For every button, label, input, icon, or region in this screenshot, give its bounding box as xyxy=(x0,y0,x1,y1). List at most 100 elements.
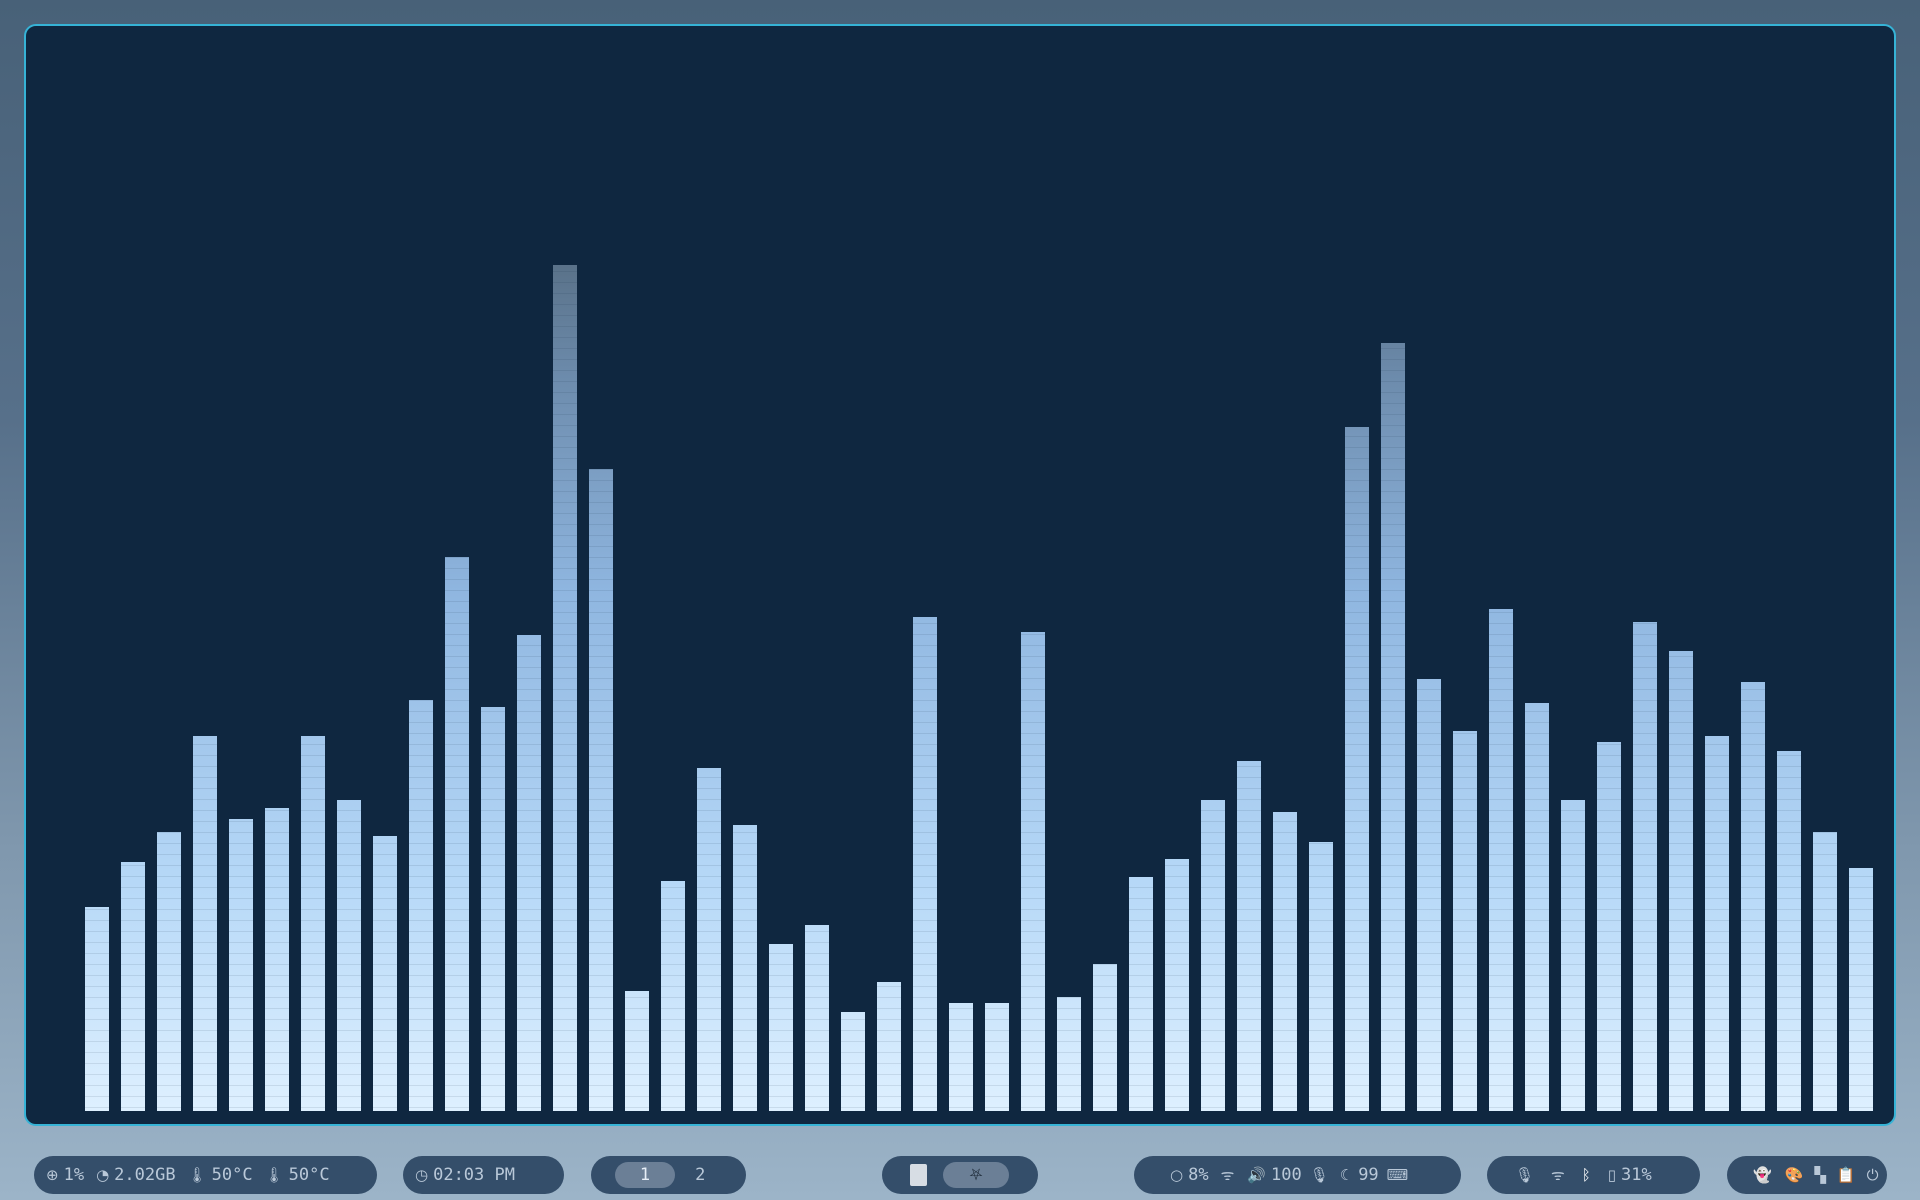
tray-bluetooth[interactable]: ᛒ xyxy=(1582,1166,1596,1184)
brightness-status: ○ 8% xyxy=(1170,1165,1209,1185)
taskbar-module: ⛧ xyxy=(882,1156,1038,1194)
tray-wifi[interactable]: ᯤ xyxy=(1551,1165,1570,1185)
checkerboard-icon: ▚ xyxy=(1814,1166,1826,1184)
visualizer-bar xyxy=(769,944,793,1111)
workspace-1-button[interactable]: 1 xyxy=(615,1162,676,1188)
cpu-icon: ⊕ xyxy=(46,1166,59,1184)
brightness-icon: ○ xyxy=(1170,1166,1184,1184)
visualizer-bar xyxy=(1381,343,1405,1111)
clipboard-button[interactable]: 📋 xyxy=(1837,1166,1861,1184)
temperature-2: 🌡 50°C xyxy=(264,1165,330,1185)
visualizer-bar xyxy=(1777,751,1801,1111)
thermometer-icon: 🌡 xyxy=(264,1166,284,1184)
visualizer-bar xyxy=(373,836,397,1111)
night-light-status: ☾ 99 xyxy=(1339,1165,1379,1185)
microphone-icon: 🎙 xyxy=(1515,1166,1535,1184)
visualizer-bar xyxy=(733,825,757,1111)
workspace-switcher: 1 2 xyxy=(591,1156,746,1194)
system-tray: 🎙 ᯤ ᛒ ▯ 31% xyxy=(1487,1156,1700,1194)
visualizer-bar xyxy=(1273,812,1297,1111)
moon-icon: ☾ xyxy=(1339,1166,1354,1184)
visualizer-bar xyxy=(1741,682,1765,1111)
wifi-icon: ᯤ xyxy=(1551,1166,1565,1184)
memory-gauge-icon: ◔ xyxy=(96,1166,110,1184)
visualizer-bar xyxy=(409,700,433,1111)
checkerboard-button[interactable]: ▚ xyxy=(1814,1166,1831,1184)
clock-time: 02:03 PM xyxy=(433,1165,515,1185)
visualizer-bar xyxy=(445,557,469,1111)
volume-status: 🔊 100 xyxy=(1247,1165,1302,1185)
visualizer-bar xyxy=(229,819,253,1111)
visualizer-bar xyxy=(553,265,577,1111)
visualizer-bar xyxy=(337,800,361,1111)
visualizer-bar xyxy=(1165,859,1189,1111)
visualizer-bar xyxy=(841,1012,865,1111)
visualizer-bar xyxy=(1849,868,1873,1111)
volume-icon: 🔊 xyxy=(1247,1166,1266,1184)
palette-button[interactable]: 🎨 xyxy=(1785,1166,1809,1184)
app-logo-icon[interactable]: ⛧ xyxy=(943,1162,1009,1188)
tray-mic[interactable]: 🎙 xyxy=(1515,1166,1539,1184)
visualizer-bar xyxy=(625,991,649,1111)
temperature-1: 🌡 50°C xyxy=(187,1165,253,1185)
visualizer-bar xyxy=(589,469,613,1111)
visualizer-bar xyxy=(157,832,181,1111)
status-bar: ⊕ 1% ◔ 2.02GB 🌡 50°C 🌡 50°C ◷ 02:03 PM 1 2 ⛧ … xyxy=(0,1156,1920,1194)
thermometer-icon: 🌡 xyxy=(187,1166,207,1184)
visualizer-bar xyxy=(1057,997,1081,1111)
wifi-status: ᯤ xyxy=(1221,1165,1240,1185)
visualizer-bar xyxy=(1705,736,1729,1111)
tray-battery[interactable]: ▯ 31% xyxy=(1607,1165,1652,1185)
visualizer-bar xyxy=(1417,679,1441,1111)
quick-status-module[interactable]: ○ 8% ᯤ 🔊 100 🎙 ☾ 99 ⌨ xyxy=(1134,1156,1461,1194)
document-icon[interactable] xyxy=(910,1164,927,1186)
clock-module[interactable]: ◷ 02:03 PM xyxy=(403,1156,564,1194)
visualizer-bar xyxy=(517,635,541,1111)
clock-icon: ◷ xyxy=(415,1166,429,1184)
cpu-usage: ⊕ 1% xyxy=(46,1165,85,1185)
visualizer-bar xyxy=(1489,609,1513,1111)
actions-module: 👻 🎨 ▚ 📋 ⏻ xyxy=(1727,1156,1887,1194)
visualizer-bar xyxy=(1021,632,1045,1111)
keyboard-icon: ⌨ xyxy=(1386,1166,1409,1184)
visualizer-bar xyxy=(985,1003,1009,1111)
clipboard-icon: 📋 xyxy=(1836,1166,1856,1184)
visualizer-bar xyxy=(1525,703,1549,1111)
visualizer-bar xyxy=(805,925,829,1111)
memory-usage: ◔ 2.02GB xyxy=(96,1165,176,1185)
mic-status: 🎙 xyxy=(1310,1166,1334,1184)
visualizer-bar xyxy=(1597,742,1621,1111)
visualizer-bar xyxy=(1345,427,1369,1111)
palette-icon: 🎨 xyxy=(1784,1166,1804,1184)
visualizer-bar xyxy=(481,707,505,1111)
workspace-2-button[interactable]: 2 xyxy=(695,1165,706,1185)
visualizer-bar xyxy=(1669,651,1693,1111)
visualizer-bar xyxy=(301,736,325,1111)
visualizer-bar xyxy=(265,808,289,1111)
visualizer-window[interactable] xyxy=(24,24,1896,1126)
system-monitor-module[interactable]: ⊕ 1% ◔ 2.02GB 🌡 50°C 🌡 50°C xyxy=(34,1156,377,1194)
wifi-icon: ᯤ xyxy=(1220,1166,1235,1184)
ghost-button[interactable]: 👻 xyxy=(1753,1166,1777,1184)
audio-visualizer xyxy=(85,26,1875,1124)
visualizer-bar xyxy=(193,736,217,1111)
visualizer-bar xyxy=(121,862,145,1111)
keyboard-status: ⌨ xyxy=(1387,1166,1414,1184)
visualizer-bar xyxy=(697,768,721,1111)
visualizer-bar xyxy=(877,982,901,1111)
visualizer-bar xyxy=(949,1003,973,1111)
microphone-icon: 🎙 xyxy=(1309,1166,1329,1184)
power-icon: ⏻ xyxy=(1866,1166,1879,1184)
visualizer-bar xyxy=(661,881,685,1111)
visualizer-bar xyxy=(913,617,937,1111)
ghost-icon: 👻 xyxy=(1753,1166,1772,1184)
battery-icon: ▯ xyxy=(1607,1166,1617,1184)
visualizer-bar xyxy=(85,907,109,1111)
visualizer-bar xyxy=(1633,622,1657,1111)
bluetooth-icon: ᛒ xyxy=(1581,1166,1591,1184)
visualizer-bar xyxy=(1309,842,1333,1111)
visualizer-bar xyxy=(1561,800,1585,1111)
visualizer-bar xyxy=(1093,964,1117,1111)
power-button[interactable]: ⏻ xyxy=(1867,1166,1884,1184)
visualizer-bar xyxy=(1237,761,1261,1111)
